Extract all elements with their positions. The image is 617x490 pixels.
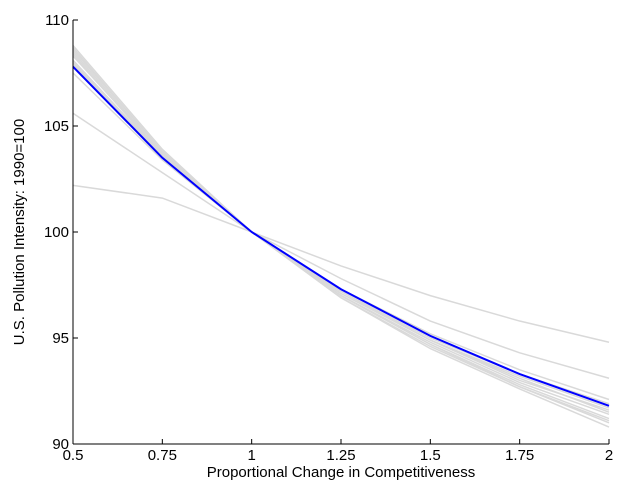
background-series-line-2	[72, 112, 610, 380]
background-series-group	[72, 44, 610, 428]
background-series-line-8	[72, 49, 610, 420]
y-tick-label: 95	[52, 330, 69, 347]
y-tick-label: 100	[44, 224, 69, 241]
background-series-line-10	[72, 44, 610, 428]
x-tick-label: 0.5	[63, 447, 84, 464]
x-tick-label: 1.5	[420, 447, 441, 464]
background-series-line-6	[72, 55, 610, 413]
y-tick-label: 110	[45, 12, 69, 29]
y-axis-ticks: 90 95 100 105 110	[44, 12, 78, 453]
y-axis-title: U.S. Pollution Intensity: 1990=100	[11, 119, 28, 345]
background-series-line-1	[72, 184, 610, 343]
y-tick-label: 90	[52, 436, 69, 453]
x-tick-label: 1.75	[505, 447, 534, 464]
main-series-line	[72, 65, 610, 407]
x-tick-label: 0.75	[148, 447, 177, 464]
x-tick-label: 1.25	[326, 447, 355, 464]
y-tick-label: 105	[44, 118, 69, 135]
background-series-line-4	[72, 63, 610, 405]
x-tick-label: 1	[247, 447, 255, 464]
background-series-line-12	[72, 53, 610, 422]
main-series-group	[72, 65, 610, 407]
x-tick-label: 2	[605, 447, 613, 464]
background-series-line-9	[72, 47, 610, 424]
x-axis-ticks: 0.5 0.75 1 1.25 1.5 1.75 2	[63, 439, 613, 464]
background-series-line-3	[72, 72, 610, 401]
x-axis-title: Proportional Change in Competitiveness	[207, 464, 475, 481]
background-series-line-7	[72, 51, 610, 416]
background-series-line-11	[72, 61, 610, 411]
